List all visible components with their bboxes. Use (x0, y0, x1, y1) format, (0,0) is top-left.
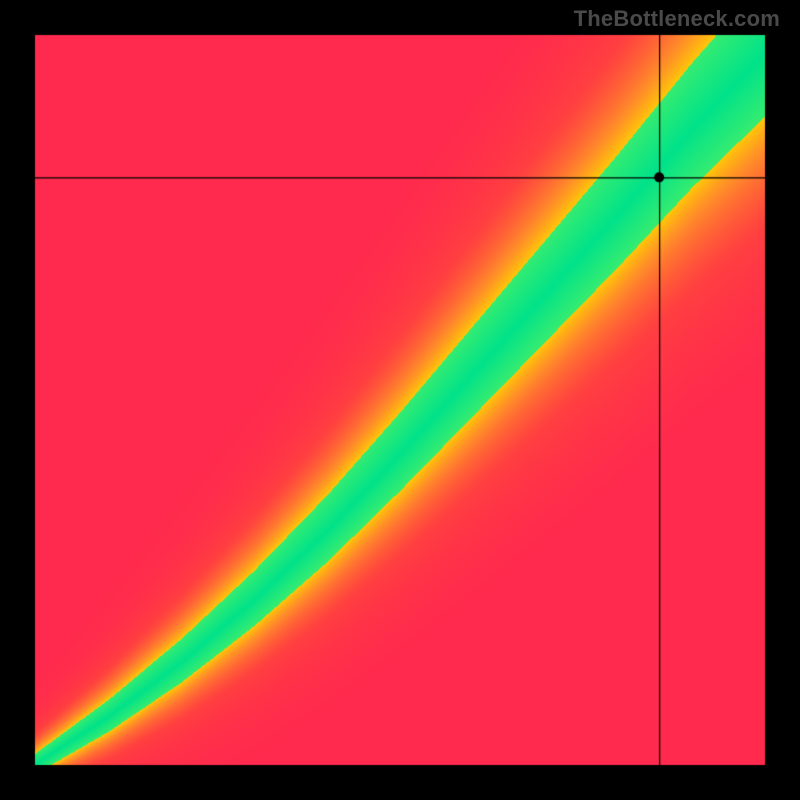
watermark-label: TheBottleneck.com (574, 6, 780, 32)
bottleneck-heatmap-container: TheBottleneck.com (0, 0, 800, 800)
heatmap-canvas (0, 0, 800, 800)
